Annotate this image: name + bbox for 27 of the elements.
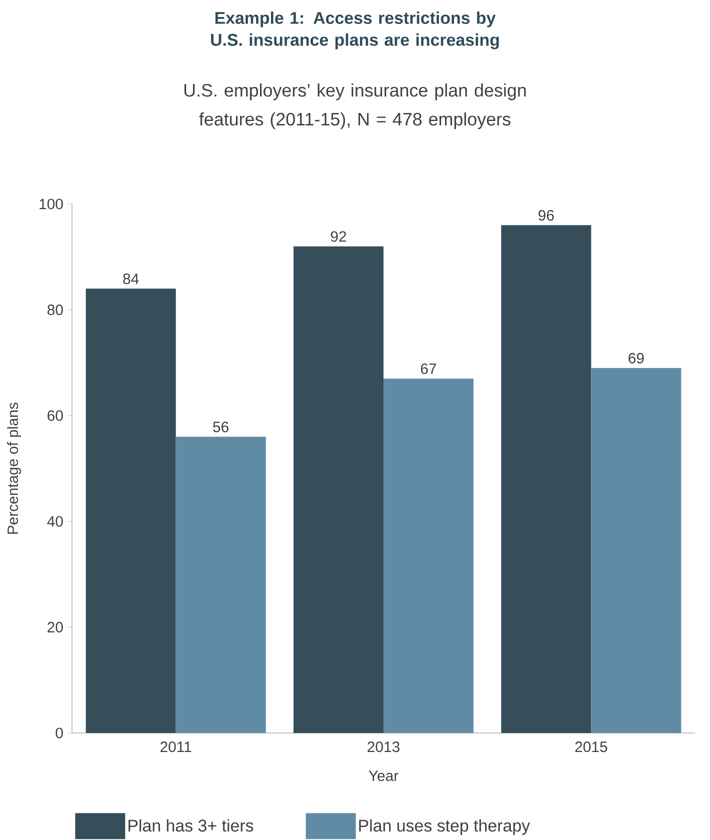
data-label: 67 (420, 363, 436, 374)
legend-label: Plan has 3+ tiers (128, 819, 254, 832)
legend-label: Plan uses step therapy (359, 819, 530, 836)
bar (384, 378, 474, 733)
data-label: 84 (123, 274, 139, 284)
data-label: 56 (213, 422, 228, 432)
chart-subtitle: U.S. employers’ key insurance plan design features (2011-15), N = 478 employers (184, 84, 526, 130)
y-tick-label: 80 (48, 304, 63, 316)
y-tick-label: 100 (40, 198, 63, 210)
bar (501, 225, 592, 733)
x-axis-title: Year (368, 770, 398, 782)
bar (294, 246, 384, 733)
y-axis-title: Percentage of plans (7, 402, 22, 534)
y-tick-label: 0 (56, 728, 63, 738)
x-tick-label: 2011 (160, 742, 192, 752)
data-label: 96 (538, 210, 554, 221)
x-tick-label: 2013 (368, 742, 400, 752)
bar (86, 288, 176, 733)
y-tick-label: 60 (48, 410, 63, 421)
y-tick-label: 40 (47, 516, 63, 527)
y-tick-label: 20 (48, 622, 63, 632)
data-label: 92 (330, 231, 346, 242)
data-label: 69 (628, 352, 644, 364)
x-tick-label: 2015 (575, 742, 608, 752)
bar (591, 368, 682, 733)
chart-title: Example 1: Access restrictions by U.S. insurance plans are increasing (211, 12, 499, 50)
bar (176, 436, 266, 733)
